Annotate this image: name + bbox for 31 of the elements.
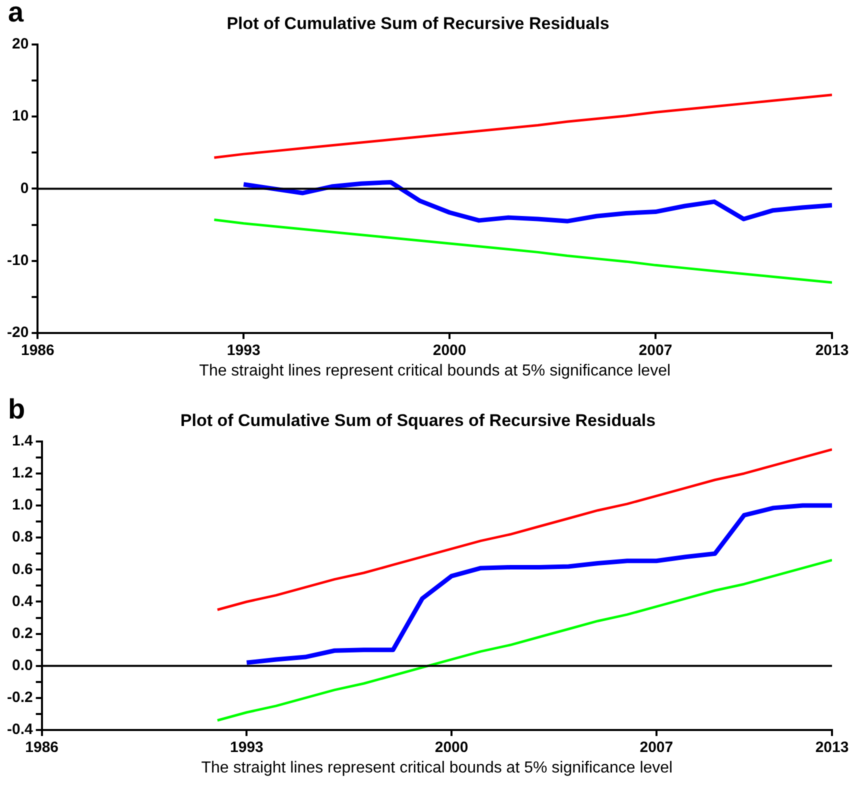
text: The straight lines represent critical bounds at 5% significance level	[201, 759, 673, 776]
y-tick-label: 0.2	[12, 624, 33, 642]
x-tick-label: 2007	[640, 739, 674, 756]
x-tick-label: 2000	[432, 342, 466, 360]
x-tick-label: 2013	[815, 739, 849, 756]
y-tick-label: 0.8	[12, 528, 33, 546]
y-tick-label: 0	[20, 180, 29, 197]
y-tick-label: -20	[6, 324, 29, 342]
y-tick-label: -0.2	[6, 689, 33, 706]
text: a	[8, 0, 24, 28]
x-tick-label: 2000	[434, 739, 468, 756]
x-tick-label: 1986	[20, 342, 54, 360]
y-tick-label: 1.4	[12, 432, 34, 450]
y-tick-label: 1.2	[12, 464, 33, 482]
x-tick-label: 1993	[226, 342, 260, 360]
text: b	[8, 394, 26, 425]
y-tick-label: 20	[12, 36, 29, 53]
y-tick-label: -10	[6, 252, 29, 269]
y-tick-label: 0.6	[12, 560, 33, 578]
x-tick-label: 1993	[230, 739, 264, 756]
y-tick-label: 0.0	[12, 657, 33, 674]
x-tick-label: 2007	[638, 342, 672, 360]
x-tick-label: 1986	[25, 739, 59, 756]
y-tick-label: 0.4	[12, 592, 34, 610]
x-tick-label: 2013	[815, 342, 849, 360]
text: The straight lines represent critical bounds at 5% significance level	[199, 362, 671, 380]
chart-title: Plot of Cumulative Sum of Recursive Residuals	[226, 14, 610, 33]
y-tick-label: -0.4	[6, 721, 34, 738]
y-tick-label: 10	[12, 108, 29, 125]
y-tick-label: 1.0	[12, 496, 33, 514]
chart-title: Plot of Cumulative Sum of Squares of Recursive Residuals	[180, 410, 656, 430]
